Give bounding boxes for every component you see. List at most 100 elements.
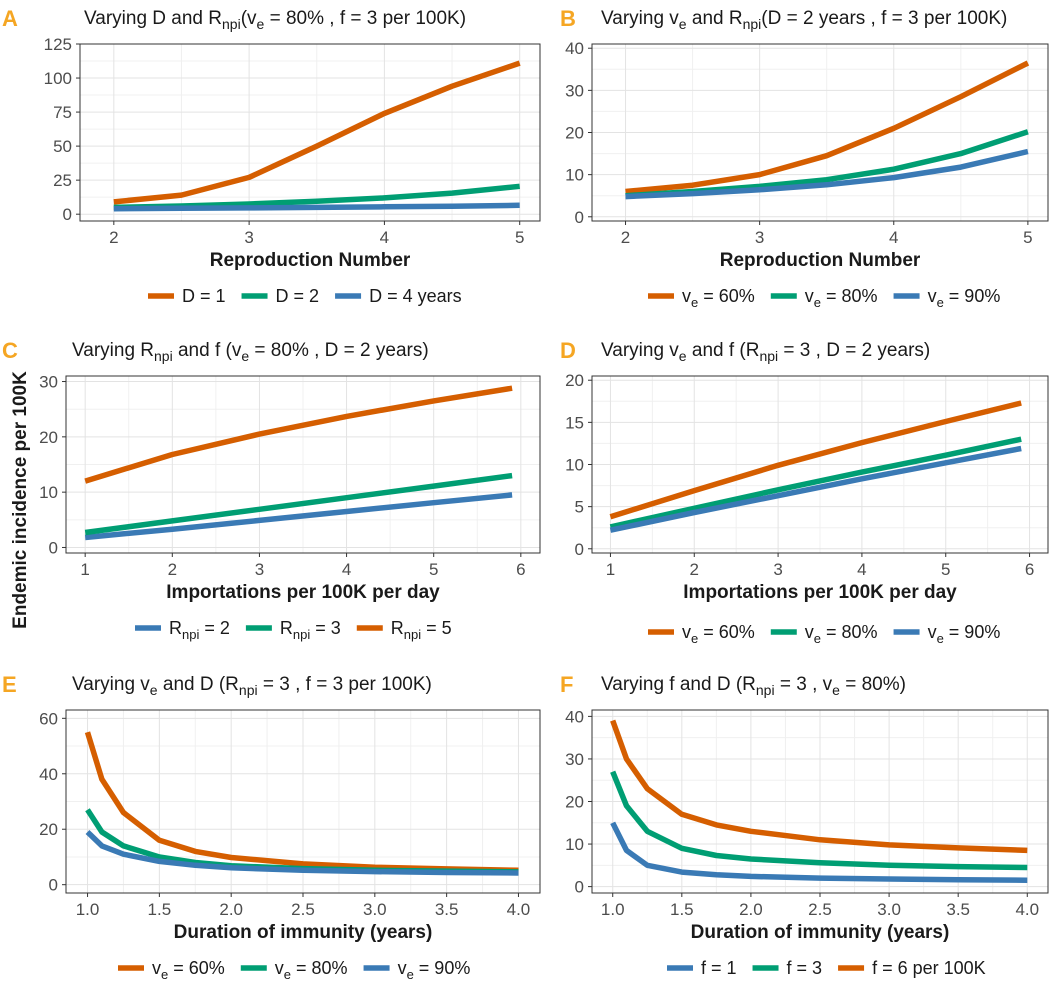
x-tick-label: 4.0 <box>1015 900 1039 919</box>
chart-panel-f: F Varying f and D (Rnpi = 3 , ve = 80%) 1.… <box>560 672 1049 978</box>
x-axis-label: Duration of immunity (years) <box>174 922 433 943</box>
x-tick-label: 1 <box>80 560 89 579</box>
y-tick-label: 60 <box>39 709 58 728</box>
series-line <box>84 385 513 484</box>
series-line <box>85 830 519 876</box>
legend-label: ve = 80% <box>805 622 878 646</box>
series-line <box>84 472 513 536</box>
y-tick-label: 20 <box>565 124 584 143</box>
x-tick-label: 3 <box>773 560 782 579</box>
panel-letter: D <box>560 338 576 363</box>
series-line <box>610 719 1028 854</box>
series-line <box>625 148 1029 200</box>
x-tick-label: 2.5 <box>291 900 315 919</box>
legend-label: ve = 90% <box>398 958 471 982</box>
x-tick-label: 2.0 <box>739 900 763 919</box>
x-tick-label: 4 <box>342 560 351 579</box>
x-tick-label: 1.5 <box>670 900 694 919</box>
panel-title: Varying ve and D (Rnpi = 3 , f = 3 per 1… <box>72 674 432 698</box>
y-tick-label: 0 <box>575 208 584 227</box>
x-axis-label: Reproduction Number <box>720 250 921 271</box>
panel-border <box>591 375 1049 554</box>
series-line <box>609 436 1022 530</box>
legend-label: f = 1 <box>701 958 737 978</box>
x-tick-label: 4.0 <box>507 900 531 919</box>
series-line <box>609 400 1022 520</box>
y-tick-label: 0 <box>49 876 58 895</box>
x-tick-label: 3.0 <box>363 900 387 919</box>
legend-label: ve = 60% <box>152 958 225 982</box>
x-tick-label: 3 <box>755 228 764 247</box>
x-tick-label: 5 <box>429 560 438 579</box>
panel-title: Varying f and D (Rnpi = 3 , ve = 80%) <box>601 674 906 698</box>
x-tick-label: 2 <box>168 560 177 579</box>
x-tick-label: 6 <box>1025 560 1034 579</box>
legend-label: ve = 80% <box>805 286 878 310</box>
y-tick-label: 10 <box>565 166 584 185</box>
panel-letter: F <box>560 672 573 697</box>
x-axis-label: Importations per 100K per day <box>683 582 957 603</box>
chart-panel-e: E Varying ve and D (Rnpi = 3 , f = 3 per … <box>2 672 541 982</box>
series-line <box>610 770 1028 871</box>
legend-label: ve = 80% <box>275 958 348 982</box>
legend-label: D = 1 <box>182 286 226 306</box>
chart-panel-c: C Varying Rnpi and f (ve = 80% , D = 2 ye… <box>2 338 541 642</box>
series-line <box>625 60 1030 195</box>
y-tick-label: 5 <box>575 498 584 517</box>
x-tick-label: 2 <box>109 228 118 247</box>
panel-letter: B <box>560 6 576 31</box>
y-tick-label: 40 <box>565 707 584 726</box>
panel-title: Varying ve and f (Rnpi = 3 , D = 2 years… <box>601 340 930 364</box>
legend-label: f = 3 <box>787 958 823 978</box>
y-tick-label: 40 <box>565 39 584 58</box>
panel-letter: E <box>2 672 17 697</box>
chart-panel-b: B Varying ve and Rnpi(D = 2 years , f = 3… <box>560 6 1049 310</box>
y-tick-label: 10 <box>39 483 58 502</box>
x-tick-label: 4 <box>380 228 389 247</box>
y-tick-label: 30 <box>565 81 584 100</box>
x-axis-label: Reproduction Number <box>210 250 411 271</box>
series-line <box>610 821 1028 883</box>
legend-label: ve = 60% <box>682 286 755 310</box>
y-tick-label: 25 <box>53 171 72 190</box>
y-tick-label: 0 <box>63 205 72 224</box>
y-tick-label: 75 <box>53 103 72 122</box>
x-tick-label: 1.5 <box>148 900 172 919</box>
x-axis-label: Duration of immunity (years) <box>691 922 950 943</box>
y-tick-label: 125 <box>44 35 72 54</box>
x-tick-label: 2.5 <box>808 900 832 919</box>
y-tick-label: 10 <box>565 835 584 854</box>
x-tick-label: 3 <box>244 228 253 247</box>
x-tick-label: 4 <box>889 228 898 247</box>
legend-label: ve = 90% <box>928 286 1001 310</box>
y-tick-label: 100 <box>44 69 72 88</box>
x-tick-label: 3 <box>255 560 264 579</box>
panel-title: Varying D and Rnpi(ve = 80% , f = 3 per … <box>84 8 466 32</box>
panel-title: Varying ve and Rnpi(D = 2 years , f = 3 … <box>601 8 1007 32</box>
x-tick-label: 5 <box>515 228 524 247</box>
panel-border <box>65 375 541 554</box>
panel-letter: C <box>2 338 18 363</box>
legend-label: Rnpi = 3 <box>280 618 341 642</box>
legend-label: ve = 60% <box>682 622 755 646</box>
legend-label: Rnpi = 2 <box>169 618 230 642</box>
y-tick-label: 20 <box>39 820 58 839</box>
y-tick-label: 0 <box>575 540 584 559</box>
y-tick-label: 30 <box>565 750 584 769</box>
x-tick-label: 4 <box>857 560 866 579</box>
legend-label: D = 2 <box>276 286 320 306</box>
y-tick-label: 15 <box>565 413 584 432</box>
x-tick-label: 1.0 <box>601 900 625 919</box>
series-line <box>113 202 520 212</box>
y-tick-label: 50 <box>53 137 72 156</box>
x-tick-label: 1.0 <box>76 900 100 919</box>
y-tick-label: 0 <box>575 878 584 897</box>
panel-letter: A <box>2 6 18 31</box>
legend-label: ve = 90% <box>928 622 1001 646</box>
x-tick-label: 3.5 <box>435 900 459 919</box>
x-tick-label: 1 <box>606 560 615 579</box>
series-line <box>84 492 513 541</box>
y-tick-label: 20 <box>565 793 584 812</box>
x-tick-label: 6 <box>516 560 525 579</box>
